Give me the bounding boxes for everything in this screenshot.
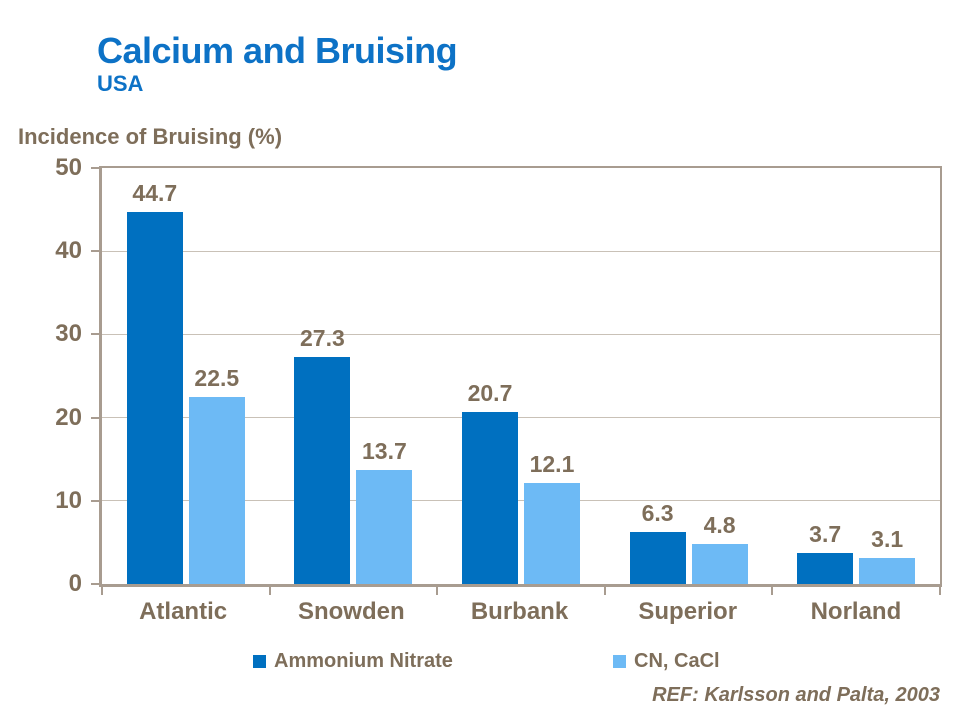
legend-item-cn-cacl: CN, CaCl	[613, 650, 720, 673]
gridline	[102, 417, 940, 419]
y-axis-tick-label: 30	[55, 320, 82, 348]
bar-superior-ammonium-nitrate: 6.3	[629, 500, 686, 584]
x-axis-tick	[101, 587, 103, 595]
x-axis-tick	[939, 587, 941, 595]
bar-group-burbank: 20.7 12.1	[437, 168, 605, 584]
gridline	[102, 250, 940, 252]
y-axis-title: Incidence of Bruising (%)	[18, 124, 283, 149]
plot-area: 0 10 20 30 40 50 44.7 22.5 27.3 13.7 20.7 12.1 6.3 4.…	[55, 156, 942, 596]
y-axis-tick	[91, 167, 99, 169]
category-label-snowden: Snowden	[297, 598, 405, 625]
bar-burbank-ammonium-nitrate: 20.7	[461, 380, 518, 584]
y-axis-tick-label: 20	[55, 403, 82, 431]
bar-value-label: 13.7	[362, 438, 407, 465]
bar-value-label: 44.7	[132, 180, 178, 207]
bar-norland-ammonium-nitrate: 3.7	[797, 521, 854, 584]
y-axis-tick	[91, 250, 99, 253]
x-axis-tick	[268, 587, 271, 595]
bar-value-label: 22.5	[194, 364, 240, 391]
bar-norland-cn-cacl: 3.1	[859, 526, 916, 584]
bar-value-label: 20.7	[467, 379, 513, 406]
category-label-burbank: Burbank	[470, 598, 569, 625]
bar-value-label: 6.3	[641, 499, 674, 526]
bar-superior-cn-cacl: 4.8	[691, 512, 748, 584]
y-axis-tick-label: 40	[55, 237, 82, 265]
x-axis-tick	[603, 587, 606, 595]
bar-value-label: 12.1	[529, 451, 575, 478]
gridline	[102, 333, 940, 335]
bar-snowden-cn-cacl: 13.7	[356, 438, 413, 584]
bar-groups: 44.7 22.5 27.3 13.7 20.7 12.1 6.3 4.8 3.7 3.1	[102, 168, 940, 584]
bar-value-label: 4.8	[703, 512, 736, 539]
legend-swatch-icon	[613, 655, 626, 668]
x-axis-tick	[771, 587, 774, 595]
category-label-norland: Norland	[810, 598, 902, 625]
y-axis-tick-label: 0	[68, 570, 82, 597]
y-axis-tick-label: 50	[55, 154, 82, 181]
bar-snowden-ammonium-nitrate: 27.3	[294, 325, 351, 584]
legend-swatch-icon	[253, 655, 266, 668]
bar-atlantic-ammonium-nitrate: 44.7	[126, 180, 183, 584]
y-axis-tick	[91, 583, 99, 585]
page-subtitle: USA	[97, 71, 144, 96]
x-axis-category-labels: Atlantic Snowden Burbank Superior Norland	[99, 598, 940, 626]
bar-group-superior: 6.3 4.8	[605, 168, 773, 584]
bar-group-atlantic: 44.7 22.5	[102, 168, 270, 584]
legend-label: CN, CaCl	[634, 650, 720, 672]
page-title: Calcium and Bruising	[97, 30, 458, 71]
y-axis-tick	[91, 416, 99, 419]
bar-group-norland: 3.7 3.1	[772, 168, 940, 584]
y-axis-tick	[91, 499, 99, 502]
y-axis-tick	[91, 333, 99, 336]
y-axis-tick-label: 10	[55, 486, 82, 514]
reference-note: REF: Karlsson and Palta, 2003	[652, 684, 940, 706]
category-label-superior: Superior	[638, 598, 738, 625]
x-axis-tick	[436, 587, 439, 595]
legend-item-ammonium-nitrate: Ammonium Nitrate	[253, 650, 453, 673]
bar-value-label: 3.7	[809, 521, 842, 548]
legend-label: Ammonium Nitrate	[274, 650, 453, 672]
bar-value-label: 3.1	[871, 526, 904, 553]
category-label-atlantic: Atlantic	[139, 598, 228, 625]
bar-atlantic-cn-cacl: 22.5	[188, 365, 245, 584]
bar-group-snowden: 27.3 13.7	[270, 168, 438, 584]
bar-burbank-cn-cacl: 12.1	[523, 451, 580, 584]
gridline	[102, 500, 940, 502]
bar-value-label: 27.3	[300, 324, 345, 351]
